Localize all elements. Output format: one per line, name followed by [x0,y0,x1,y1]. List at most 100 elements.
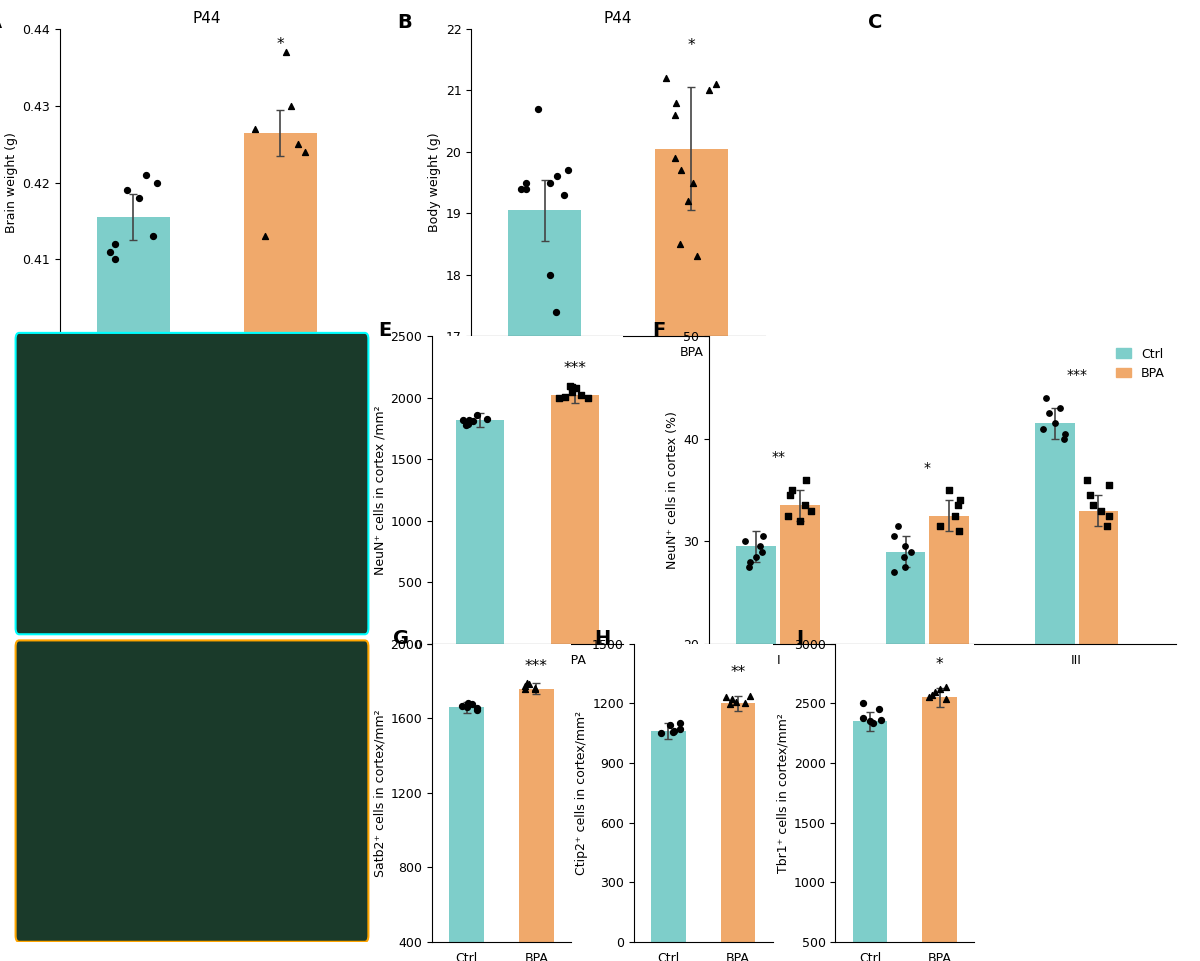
Point [739,559,758,575]
Point [853,710,872,726]
Text: NeuN: NeuN [19,345,47,356]
Point [452,699,472,714]
Point [288,136,307,152]
Point [688,249,707,264]
Bar [737,547,776,849]
Point [678,193,697,209]
Text: H: H [595,628,611,648]
Point [520,677,539,692]
Point [791,513,810,529]
Point [1033,421,1052,436]
Point [467,407,486,423]
Text: F: F [653,321,666,340]
Point [779,508,798,524]
Point [130,190,149,206]
Text: *: * [924,460,931,475]
Point [1078,472,1097,487]
Point [517,175,536,190]
Point [528,101,547,116]
Point [118,183,137,198]
Point [566,381,586,396]
Point [457,700,476,715]
Point [894,549,913,564]
FancyBboxPatch shape [16,333,368,634]
Point [467,701,486,716]
Point [656,70,676,86]
Point [895,559,914,575]
Point [664,725,683,740]
Point [871,712,890,727]
Bar [886,552,925,849]
Legend: Ctrl, BPA: Ctrl, BPA [1111,343,1170,384]
Point [467,702,486,718]
Point [671,236,690,252]
Point [526,681,545,697]
Point [752,544,772,559]
Bar [929,516,970,849]
Text: Merge: Merge [257,345,287,356]
Text: E: E [378,321,392,340]
Point [554,187,574,203]
Point [106,252,125,267]
Point [458,696,478,711]
Point [948,498,967,513]
Point [860,714,880,729]
Bar [456,420,504,644]
Point [802,503,821,518]
Point [452,412,472,428]
Point [517,181,536,196]
Point [671,722,690,737]
Point [853,696,872,711]
Point [526,680,545,696]
Text: NeuN: NeuN [19,640,47,651]
Point [1039,406,1058,421]
Point [707,77,726,92]
Point [563,384,582,400]
Point [1099,508,1118,524]
Point [282,98,301,113]
Bar [449,707,484,961]
Point [1091,503,1110,518]
Point [863,715,882,730]
Point [671,716,690,731]
Point [936,691,955,706]
Point [1084,498,1103,513]
Point [700,83,719,98]
Point [101,244,120,259]
Point [652,726,671,741]
Text: *: * [936,657,943,673]
Y-axis label: Ctip2⁺ cells in cortex/mm²: Ctip2⁺ cells in cortex/mm² [575,711,588,875]
Point [740,688,760,703]
Point [106,236,125,252]
Point [930,681,949,697]
Bar [1034,424,1074,849]
Point [1099,478,1118,493]
Point [937,679,956,695]
Point [547,169,566,185]
Point [870,702,889,717]
Bar [652,731,685,942]
Point [781,487,800,503]
Text: *: * [688,38,695,54]
Text: C: C [868,13,882,33]
Title: P44: P44 [604,12,632,26]
Point [919,690,938,705]
Point [516,678,535,694]
Point [888,518,907,533]
Point [716,690,736,705]
Point [540,267,559,283]
Y-axis label: Satb2⁺ cells in cortex/mm²: Satb2⁺ cells in cortex/mm² [373,709,386,876]
Point [1080,487,1099,503]
Point [458,416,478,431]
Point [462,697,481,712]
Point [578,390,598,406]
Point [1055,431,1074,447]
Point [797,472,816,487]
Text: Ctrl: Ctrl [943,44,968,59]
Title: P44: P44 [192,12,221,26]
Point [562,379,581,394]
Bar [551,395,599,644]
Point [136,167,155,183]
Point [727,695,746,710]
Point [560,378,580,393]
